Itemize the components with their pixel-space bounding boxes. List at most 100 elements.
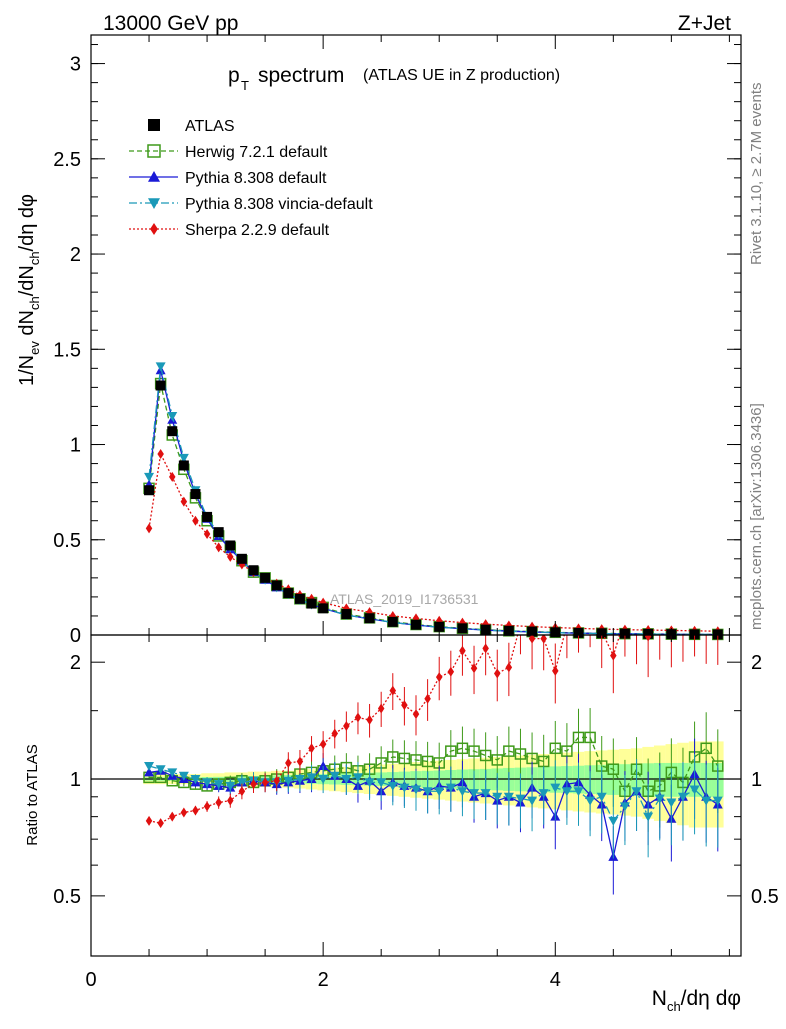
analysis-watermark: ATLAS_2019_I1736531 xyxy=(330,591,479,607)
ratio-point-open-square xyxy=(572,731,585,744)
ratio-point-triangle-down xyxy=(503,792,514,802)
data-point-atlas xyxy=(480,624,491,635)
ratio-point-diamond xyxy=(203,801,211,812)
main-point-diamond xyxy=(203,529,211,540)
data-point-atlas xyxy=(689,629,700,640)
data-point-atlas xyxy=(271,580,282,591)
ratio-point-diamond xyxy=(227,795,234,806)
ratio-point-triangle-down xyxy=(213,780,224,790)
ratio-point-triangle-down xyxy=(329,771,340,781)
legend-marker-atlas xyxy=(148,119,160,131)
data-point-atlas xyxy=(503,625,514,636)
main-point-diamond xyxy=(215,542,222,553)
y-tick-label: 0 xyxy=(70,625,81,647)
ratio-point-triangle-down xyxy=(701,796,712,806)
ratio-point-triangle-down xyxy=(294,775,305,785)
y-tick-label: 3 xyxy=(70,54,81,76)
ratio-point-diamond xyxy=(238,786,246,797)
ratio-point-triangle-down xyxy=(387,781,398,791)
rivet-label: Rivet 3.1.10, ≥ 2.7M events xyxy=(748,83,765,266)
ratio-point-diamond xyxy=(459,645,466,656)
data-point-atlas xyxy=(341,609,352,620)
data-point-atlas xyxy=(457,623,468,634)
ratio-point-triangle-down xyxy=(445,783,456,793)
data-point-atlas xyxy=(144,485,155,496)
ratio-point-triangle-down xyxy=(352,773,363,783)
ratio-point-triangle-down xyxy=(376,778,387,788)
ratio-point-triangle-down xyxy=(318,775,329,785)
ratio-point-triangle-down xyxy=(178,771,189,781)
ratio-point-open-square xyxy=(410,754,422,766)
ratio-y-tick-label: 1 xyxy=(70,769,81,791)
ratio-point-diamond xyxy=(261,777,269,788)
ratio-point-triangle-down xyxy=(538,789,549,799)
ratio-point-open-square xyxy=(537,755,550,768)
x-tick-label: 4 xyxy=(550,969,561,991)
ratio-point-triangle-down xyxy=(585,796,596,806)
ratio-point-triangle-up xyxy=(318,761,329,771)
data-point-atlas xyxy=(213,527,224,538)
ratio-point-triangle-down xyxy=(457,787,468,797)
ratio-point-diamond xyxy=(145,815,153,826)
data-point-atlas xyxy=(167,426,178,437)
process-label: Z+Jet xyxy=(678,12,731,35)
ratio-y-tick-label-right: 0.5 xyxy=(751,886,779,908)
ratio-point-open-square xyxy=(398,752,411,765)
ratio-point-triangle-down xyxy=(202,778,213,788)
ratio-y-tick-label-right: 1 xyxy=(751,769,762,791)
ratio-point-open-square xyxy=(387,751,399,763)
ratio-point-triangle-up xyxy=(144,767,155,777)
ratio-point-open-square xyxy=(514,748,527,760)
ratio-point-diamond xyxy=(180,807,188,818)
data-point-atlas xyxy=(248,565,259,576)
main-point-triangle-down xyxy=(167,411,178,421)
legend-label-herwig: Herwig 7.2.1 default xyxy=(185,144,328,161)
ratio-point-triangle-down xyxy=(515,794,526,804)
ratio-point-diamond xyxy=(494,668,501,679)
ratio-point-diamond xyxy=(319,739,327,750)
ratio-point-triangle-down xyxy=(225,781,236,791)
legend-marker-diamond xyxy=(150,223,158,235)
ratio-point-triangle-down xyxy=(492,792,503,802)
ratio-point-diamond xyxy=(377,703,385,714)
ratio-point-triangle-down xyxy=(167,768,178,778)
ratio-point-diamond xyxy=(366,714,373,725)
ratio-point-open-square xyxy=(479,749,492,762)
main-point-diamond xyxy=(192,515,199,526)
ratio-point-diamond xyxy=(343,720,350,731)
ratio-point-triangle-down xyxy=(561,787,572,797)
ratio-point-triangle-down xyxy=(550,783,561,793)
data-point-atlas xyxy=(318,603,329,614)
ratio-point-open-square xyxy=(549,742,562,755)
ratio-point-diamond xyxy=(250,779,257,790)
ratio-series-clipped xyxy=(143,635,724,895)
ratio-point-triangle-down xyxy=(306,773,317,783)
ratio-point-diamond xyxy=(482,643,489,654)
ratio-point-triangle-down xyxy=(677,792,688,802)
title-p: p xyxy=(228,64,240,87)
ratio-point-diamond xyxy=(389,685,397,696)
ratio-point-diamond xyxy=(354,712,362,723)
legend-label-atlas: ATLAS xyxy=(185,118,235,135)
ratio-point-diamond xyxy=(192,805,199,816)
y-tick-label: 1 xyxy=(70,435,81,457)
legend: ATLAS Herwig 7.2.1 default Pythia 8.308 … xyxy=(129,118,373,239)
ratio-point-triangle-down xyxy=(434,787,445,797)
ratio-point-triangle-down xyxy=(480,789,491,799)
x-axis-label: Nch/dη dφ xyxy=(652,987,741,1014)
ratio-point-triangle-down xyxy=(712,796,723,806)
ratio-point-triangle-down xyxy=(654,794,665,804)
ratio-point-diamond xyxy=(610,650,617,661)
title-subtitle: (ATLAS UE in Z production) xyxy=(363,67,560,84)
data-point-atlas xyxy=(573,627,584,638)
ratio-point-triangle-down xyxy=(364,778,375,788)
ratio-panel-series xyxy=(143,635,724,895)
data-point-atlas xyxy=(178,460,189,471)
data-point-atlas xyxy=(260,572,271,583)
mcplots-label: mcplots.cern.ch [arXiv:1306.3436] xyxy=(748,403,765,630)
ratio-point-triangle-down xyxy=(596,792,607,802)
ratio-point-diamond xyxy=(169,811,176,822)
ratio-point-diamond xyxy=(447,666,455,677)
ratio-point-triangle-down xyxy=(155,765,166,775)
